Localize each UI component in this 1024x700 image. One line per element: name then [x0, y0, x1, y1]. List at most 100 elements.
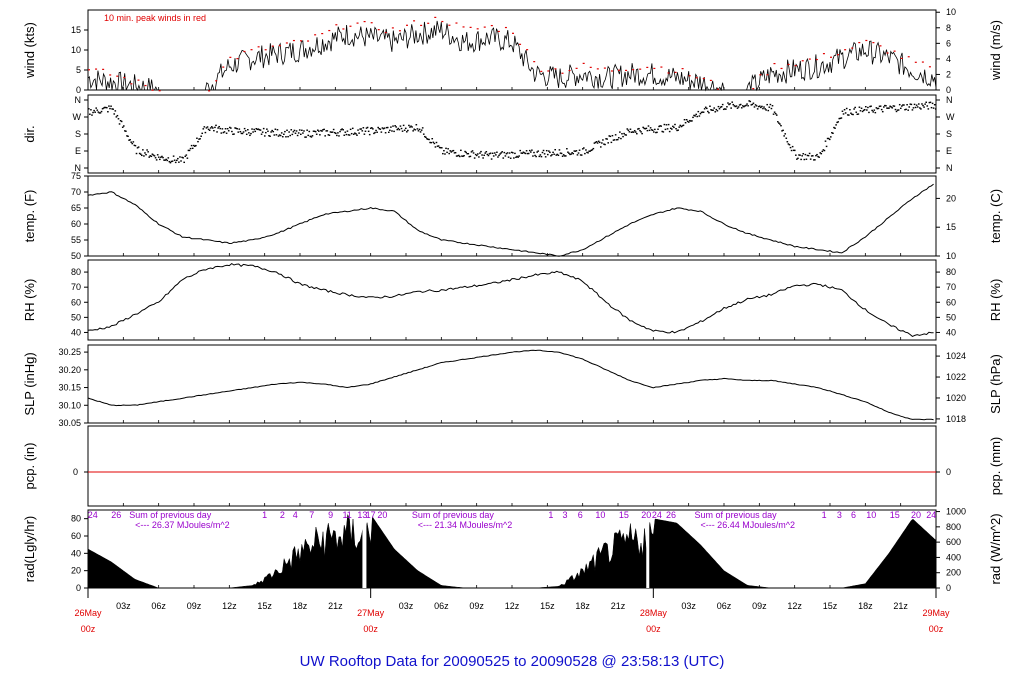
rad-hour-label: 10	[595, 510, 605, 520]
ytick-label-right-rad: 200	[946, 568, 961, 578]
dir-point	[709, 105, 711, 107]
dir-point	[760, 106, 762, 109]
dir-point	[172, 155, 175, 157]
dir-point	[934, 108, 937, 110]
dir-point	[588, 150, 590, 152]
rad-hour-label: 1	[822, 510, 827, 520]
dir-point	[177, 157, 179, 160]
dir-point	[652, 131, 655, 133]
dir-point	[363, 133, 366, 135]
dir-point	[718, 108, 721, 110]
dir-point	[428, 138, 430, 141]
dir-point	[354, 132, 356, 134]
xtick-label: 12z	[787, 601, 802, 611]
dir-point	[616, 138, 619, 141]
peak-wind-point	[893, 50, 896, 52]
dir-point	[548, 150, 550, 152]
dir-point	[198, 138, 200, 140]
dir-point	[259, 129, 262, 131]
xtick-label: 12z	[222, 601, 237, 611]
dir-point	[425, 136, 427, 139]
dir-point	[344, 131, 347, 133]
dir-point	[824, 140, 827, 142]
dir-point	[527, 152, 530, 155]
dir-point	[416, 128, 419, 130]
dir-point	[342, 129, 344, 131]
ytick-label-rad: 20	[71, 566, 81, 576]
dir-point	[424, 135, 426, 138]
panel-frame-direction	[87, 94, 937, 174]
dir-point	[602, 139, 604, 141]
dir-point	[712, 109, 714, 111]
dir-point	[543, 153, 546, 155]
dir-point	[492, 155, 495, 157]
dir-point	[390, 126, 392, 128]
dir-point	[451, 150, 454, 152]
dir-point	[756, 108, 759, 110]
ylabel-direction: dir.	[22, 125, 37, 142]
dir-point	[655, 131, 657, 134]
dir-point	[461, 155, 463, 157]
dir-point	[671, 128, 673, 130]
peak-wind-point	[815, 58, 818, 61]
peak-wind-point	[858, 41, 861, 44]
dir-point	[916, 106, 919, 108]
dir-point	[818, 156, 820, 158]
ylabel-right-temp: temp. (C)	[988, 189, 1003, 243]
ytick-label-right-rad: 1000	[946, 507, 966, 517]
dir-point	[233, 133, 235, 135]
dir-point	[697, 110, 700, 113]
ytick-label-dir-right: N	[946, 95, 953, 105]
dir-point	[479, 152, 481, 154]
dir-point	[734, 105, 737, 108]
dir-point	[580, 154, 583, 156]
dir-point	[251, 128, 253, 130]
dir-point	[713, 107, 715, 109]
dir-point	[396, 128, 399, 131]
dir-point	[143, 155, 145, 157]
dir-point	[696, 115, 699, 118]
dir-point	[675, 128, 677, 130]
dir-point	[715, 108, 718, 111]
ytick-label-temp: 75	[71, 171, 81, 181]
rad-hour-label: 13	[357, 510, 367, 520]
ytick-label-wind: 0	[76, 85, 81, 95]
dir-point	[710, 109, 712, 111]
dir-point	[806, 154, 809, 157]
dir-point	[931, 102, 934, 105]
dir-point	[418, 128, 421, 131]
ytick-label-right-slp: 1022	[946, 372, 966, 382]
dir-point	[630, 131, 633, 134]
dir-point	[269, 135, 271, 137]
dir-point	[265, 131, 267, 134]
dir-point	[922, 104, 924, 107]
peak-wind-point	[709, 79, 712, 82]
rad-hour-label: 1	[262, 510, 267, 520]
peak-wind-point	[321, 32, 324, 35]
dir-point	[207, 128, 210, 131]
ytick-label-slp: 30.10	[58, 400, 81, 410]
dir-point	[512, 152, 514, 154]
dir-point	[830, 136, 832, 138]
dir-point	[545, 149, 548, 152]
dir-point	[517, 156, 519, 158]
dir-point	[530, 151, 532, 153]
dir-point	[471, 150, 474, 152]
dir-point	[555, 154, 558, 156]
dir-point	[332, 128, 335, 131]
major-date-label: 29May	[922, 608, 950, 618]
dir-point	[199, 138, 201, 140]
dir-point	[486, 153, 489, 156]
peak-wind-point	[285, 42, 288, 44]
dir-point	[659, 125, 661, 127]
dir-point	[234, 127, 236, 129]
ytick-label-right-rh: 80	[946, 267, 956, 277]
dir-point	[385, 126, 388, 129]
dir-point	[95, 107, 98, 109]
dir-point	[209, 127, 212, 129]
peak-wind-point	[391, 27, 394, 29]
dir-point	[828, 138, 831, 141]
dir-point	[884, 104, 886, 107]
ylabel-temp: temp. (F)	[22, 190, 37, 243]
